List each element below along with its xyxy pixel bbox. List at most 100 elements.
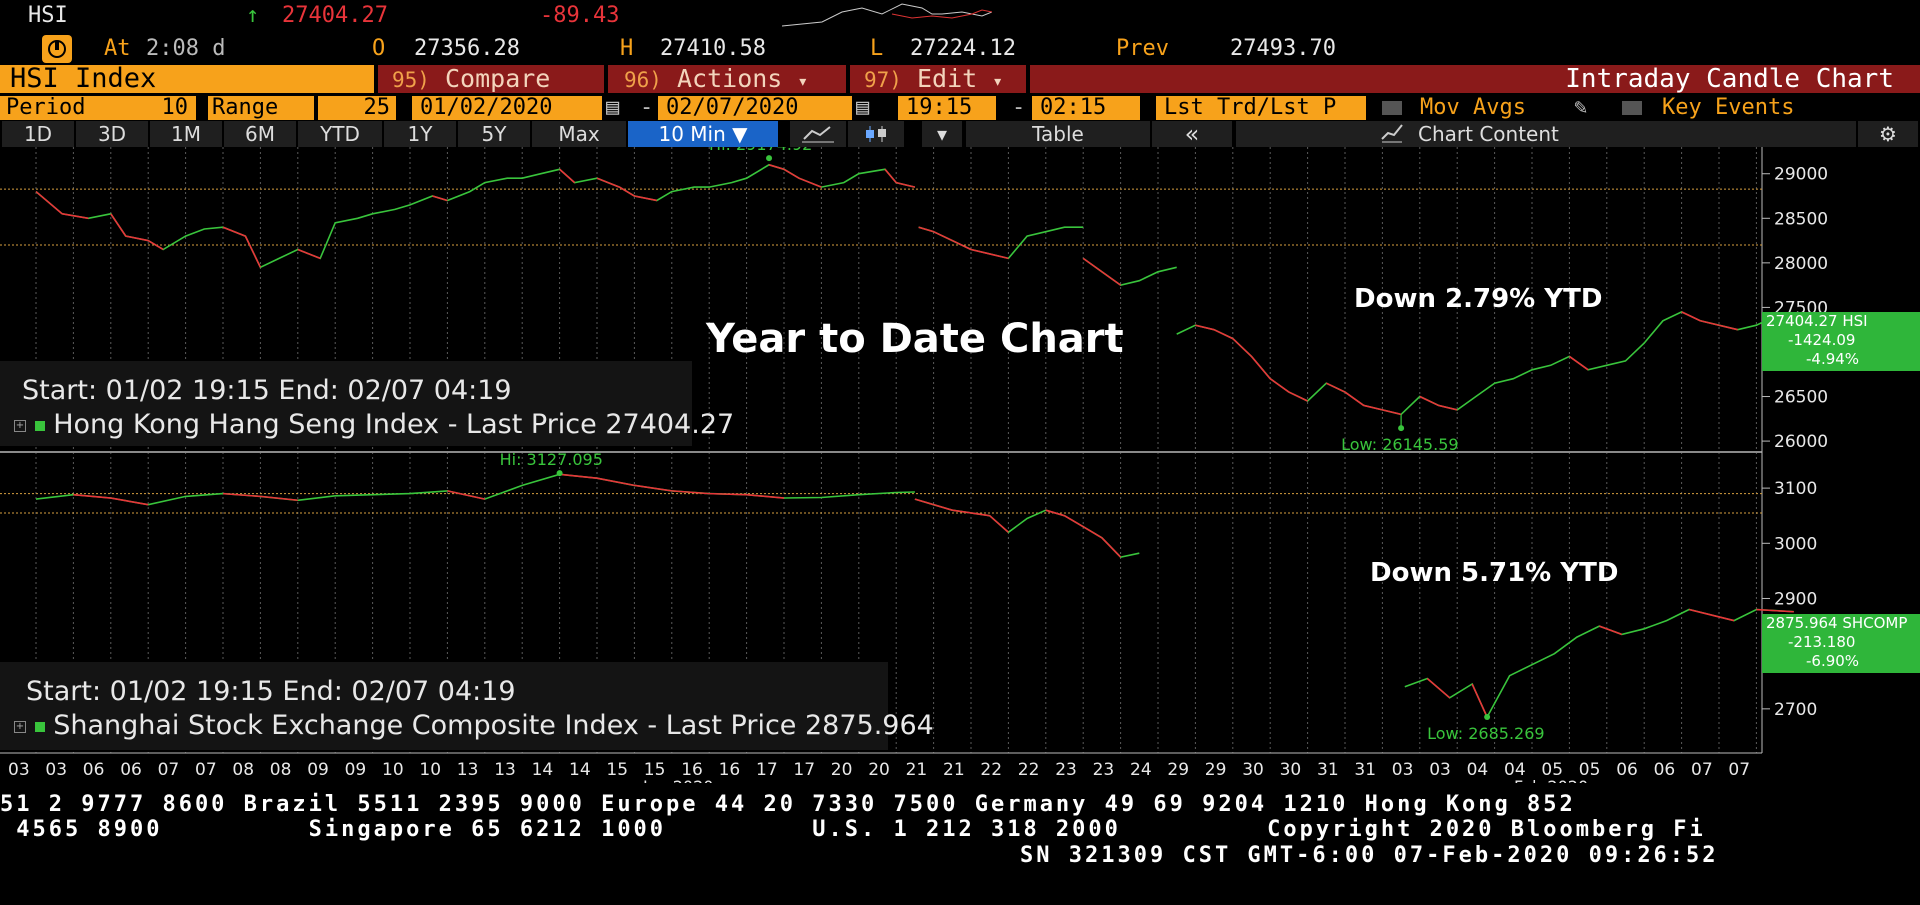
tab-1y[interactable]: 1Y	[384, 121, 456, 147]
calendar-icon[interactable]: ▤	[856, 95, 870, 120]
hsi-legend-entry[interactable]: + Hong Kong Hang Seng Index - Last Price…	[14, 409, 734, 440]
x-tick-label: 16	[719, 760, 741, 780]
tab-1m[interactable]: 1M	[150, 121, 222, 147]
sh-ytd-annotation: Down 5.71% YTD	[1370, 558, 1619, 588]
price-type-select[interactable]: Lst Trd/Lst P	[1156, 96, 1366, 120]
hsi-legend-value: 27404.27	[605, 409, 735, 440]
x-tick-label: 15	[606, 760, 628, 780]
price-line	[1404, 608, 1794, 719]
down-candle	[1756, 608, 1794, 613]
time-dash: -	[1012, 95, 1026, 120]
start-time-input[interactable]: 19:15	[898, 96, 996, 120]
down-candle	[110, 213, 127, 237]
x-tick-label: 08	[232, 760, 254, 780]
x-tick-label: 31	[1354, 760, 1376, 780]
low-label: Low: 2685.269	[1427, 724, 1544, 743]
pencil-icon[interactable]: ✎	[1574, 95, 1588, 120]
x-tick-label: 17	[756, 760, 778, 780]
chart-icon	[1380, 121, 1404, 151]
mov-avgs-checkbox[interactable]	[1382, 101, 1402, 115]
tab-1d[interactable]: 1D	[2, 121, 74, 147]
start-date-input[interactable]: 01/02/2020	[412, 96, 602, 120]
down-candle	[1250, 355, 1271, 380]
y-tick-label: 29000	[1774, 165, 1828, 185]
chart-canvas: 29000285002800027500270002650026000Hi: 2…	[0, 147, 1828, 783]
calendar-icon[interactable]: ▤	[606, 95, 620, 120]
tab-ytd[interactable]: YTD	[298, 121, 382, 147]
chart-content-label: Chart Content	[1418, 122, 1559, 146]
collapse-icon[interactable]: «	[1152, 121, 1232, 147]
month-label: Jan 2020	[642, 777, 713, 783]
down-candle	[768, 164, 785, 171]
interval-select[interactable]: 10 Min ▼	[628, 121, 778, 147]
expand-icon[interactable]: +	[14, 419, 26, 432]
function-bar: HSI Index 95) Compare 96) Actions ▾ 97) …	[0, 64, 1920, 94]
low-value: 27224.12	[910, 36, 1016, 61]
tab-5y[interactable]: 5Y	[458, 121, 530, 147]
down-candle	[1711, 614, 1735, 622]
x-tick-label: 07	[1728, 760, 1750, 780]
expand-icon[interactable]: +	[14, 720, 26, 733]
down-candle	[1599, 625, 1623, 636]
compare-button[interactable]: 95) Compare	[378, 65, 604, 93]
sh-legend-entry[interactable]: + Shanghai Stock Exchange Composite Inde…	[14, 710, 934, 741]
down-candle	[619, 186, 635, 197]
end-time-input[interactable]: 02:15	[1032, 96, 1140, 120]
security-field[interactable]: HSI Index	[0, 65, 374, 93]
price-line	[914, 498, 1140, 558]
down-candle	[1419, 395, 1439, 407]
x-tick-label: 07	[158, 760, 180, 780]
hi-label: Hi: 29174.92	[709, 147, 812, 154]
candle-chart-icon[interactable]	[848, 121, 904, 147]
x-tick-label: 30	[1280, 760, 1302, 780]
down-candle	[35, 190, 63, 215]
down-candle	[1426, 677, 1451, 699]
edit-button[interactable]: 97) Edit ▾	[850, 65, 1026, 93]
table-button[interactable]: Table	[966, 121, 1150, 147]
line-chart-icon[interactable]	[790, 121, 846, 147]
actions-button[interactable]: 96) Actions ▾	[608, 65, 846, 93]
tab-6m[interactable]: 6M	[224, 121, 296, 147]
end-date-input[interactable]: 02/07/2020	[658, 96, 852, 120]
chart-type-title: Intraday Candle Chart	[1030, 65, 1920, 93]
down-candle	[1195, 324, 1215, 331]
down-candle	[989, 253, 1009, 260]
sh-legend-range: Start: 01/02 19:15 End: 02/07 04:19	[26, 676, 516, 707]
down-candle	[884, 168, 897, 184]
alert-icon[interactable]	[42, 35, 72, 63]
key-events-checkbox[interactable]	[1622, 101, 1642, 115]
at-label: At	[104, 36, 131, 61]
period-label: Period	[6, 95, 86, 120]
down-candle	[1288, 391, 1308, 402]
price-line	[35, 163, 916, 269]
sh-legend-value: 2875.964	[805, 710, 934, 741]
mini-sparkline	[782, 3, 992, 27]
chart-content-button[interactable]: Chart Content	[1236, 121, 1856, 147]
period-input[interactable]: 10	[120, 96, 194, 120]
down-candle	[110, 497, 149, 506]
down-candle	[896, 181, 916, 188]
timeframe-tabs: 1D 3D 1M 6M YTD 1Y 5Y Max 10 Min ▼ ▾ Tab…	[0, 121, 1920, 147]
edit-label: Edit	[917, 64, 978, 93]
sh-last-price: 2875.964 SHCOMP	[1766, 614, 1908, 632]
x-tick-label: 16	[681, 760, 703, 780]
x-tick-label: 22	[980, 760, 1002, 780]
hsi-last-price: 27404.27 HSI	[1766, 312, 1868, 330]
x-tick-label: 31	[1317, 760, 1339, 780]
tab-3d[interactable]: 3D	[76, 121, 148, 147]
chevron-down-icon[interactable]: ▾	[922, 121, 962, 147]
chevron-down-icon: ▾	[797, 71, 809, 92]
quote-header: HSI ↑ 27404.27 -89.43	[0, 0, 1920, 34]
open-label: O	[372, 36, 386, 61]
open-value: 27356.28	[414, 36, 520, 61]
x-tick-label: 14	[532, 760, 554, 780]
down-candle	[432, 195, 448, 202]
gear-icon[interactable]: ⚙	[1858, 121, 1918, 147]
x-tick-label: 10	[382, 760, 404, 780]
down-candle	[244, 235, 262, 268]
down-candle	[222, 492, 261, 498]
footer-contacts-line2: 4565 8900 Singapore 65 6212 1000 U.S. 1 …	[0, 817, 1706, 842]
last-price: 27404.27	[282, 3, 388, 28]
tab-max[interactable]: Max	[532, 121, 626, 147]
range-input[interactable]: 25	[318, 96, 396, 120]
